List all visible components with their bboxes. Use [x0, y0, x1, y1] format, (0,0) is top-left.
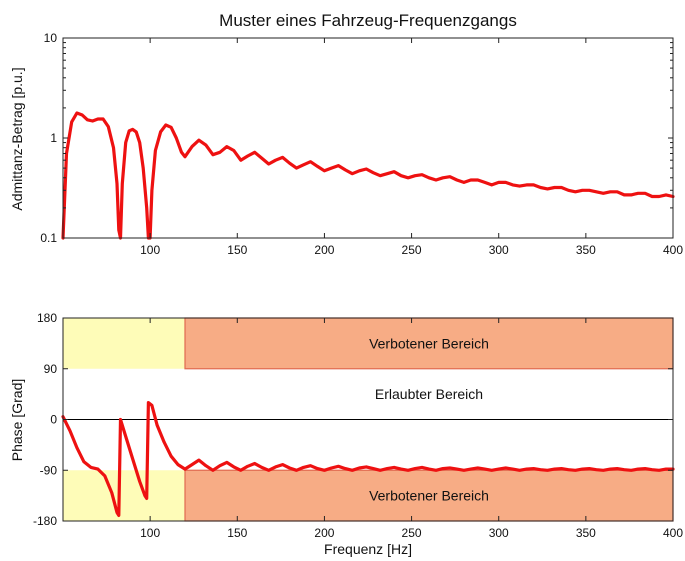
- region-label: Verbotener Bereich: [369, 335, 489, 351]
- series-line: [61, 401, 675, 517]
- y-tick-label: -90: [40, 463, 58, 477]
- magnitude-plot-area: 100 150 200 250 300 350 400 0.1 1 10: [40, 31, 683, 257]
- series-line: [61, 111, 675, 240]
- x-tick-label: 400: [663, 526, 683, 540]
- x-tick-label: 250: [402, 526, 422, 540]
- y-tick-label: -180: [33, 514, 57, 528]
- y-tick-label: 10: [44, 31, 58, 45]
- x-tick-label: 100: [140, 243, 160, 257]
- y-tick-label: 90: [44, 362, 58, 376]
- magnitude-chart: Muster eines Fahrzeug-Frequenzgangs Admi…: [9, 11, 683, 257]
- y-axis-label: Phase [Grad]: [9, 379, 25, 462]
- x-tick-label: 350: [576, 243, 596, 257]
- y-tick-label: 0.1: [40, 231, 57, 245]
- x-axis-label: Frequenz [Hz]: [324, 541, 412, 557]
- y-tick-label: 180: [37, 311, 57, 325]
- region-label: Verbotener Bereich: [369, 488, 489, 504]
- region-band: [63, 318, 185, 369]
- x-tick-label: 400: [663, 243, 683, 257]
- y-tick-label: 0: [50, 413, 57, 427]
- x-tick-label: 200: [314, 526, 334, 540]
- x-tick-label: 300: [489, 526, 509, 540]
- y-axis-label: Admittanz-Betrag [p.u.]: [9, 67, 25, 210]
- x-tick-label: 200: [314, 243, 334, 257]
- region-band: [63, 470, 185, 521]
- x-tick-label: 250: [402, 243, 422, 257]
- phase-plot-area: Verbotener Bereich Verbotener Bereich Erla…: [33, 311, 683, 540]
- annotation-label: Erlaubter Bereich: [375, 386, 483, 402]
- x-tick-label: 350: [576, 526, 596, 540]
- region-band: [184, 469, 674, 522]
- y-tick-label: 1: [50, 131, 57, 145]
- region-band: [184, 317, 674, 370]
- x-tick-label: 300: [489, 243, 509, 257]
- x-tick-label: 150: [227, 243, 247, 257]
- plot-background: [63, 38, 673, 238]
- x-tick-label: 150: [227, 526, 247, 540]
- phase-chart: Phase [Grad] Frequenz [Hz] Verbotener Be…: [9, 311, 683, 557]
- x-tick-label: 100: [140, 526, 160, 540]
- chart-title: Muster eines Fahrzeug-Frequenzgangs: [219, 11, 517, 30]
